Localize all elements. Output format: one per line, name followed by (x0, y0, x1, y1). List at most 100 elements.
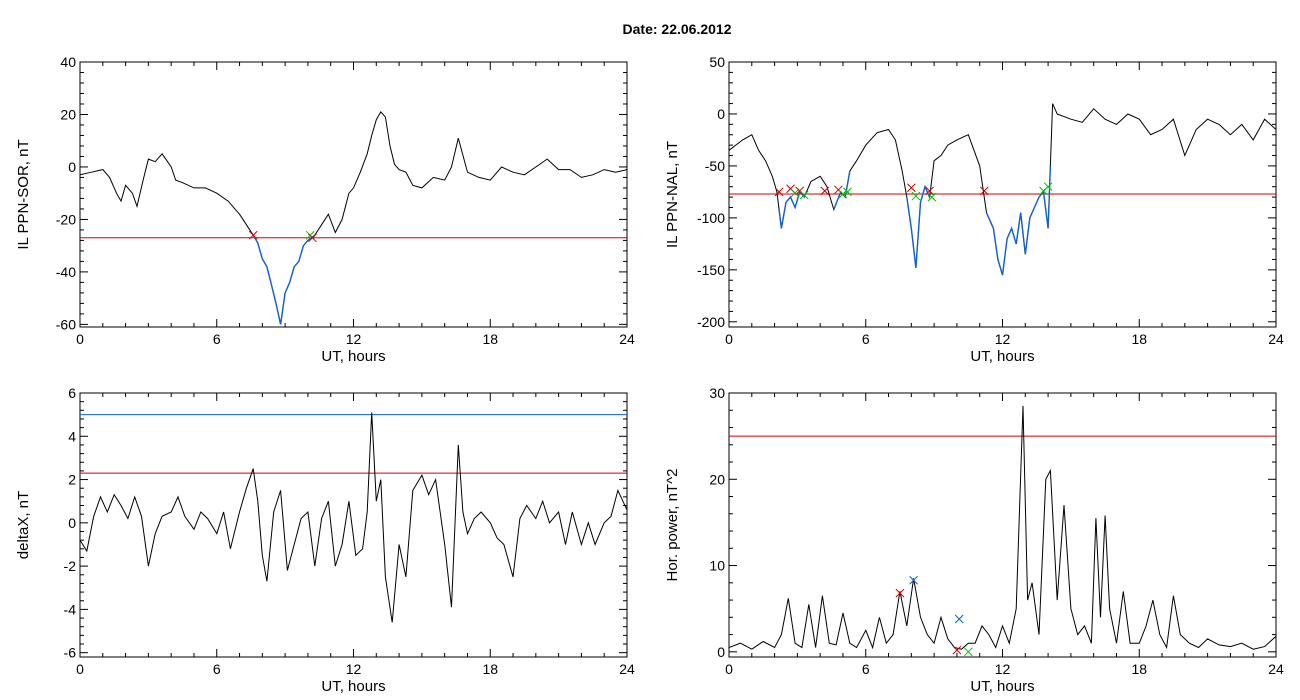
y-tick-label: 0 (717, 644, 725, 660)
cross-marker (820, 186, 830, 196)
y-tick-label: -4 (64, 601, 77, 617)
cross-marker (909, 575, 918, 585)
cross-marker (799, 190, 809, 200)
cross-marker-stroke (925, 186, 934, 196)
y-tick-label: 30 (709, 385, 725, 401)
panel-il-ppn-sor: 0 6 12 18 24 -60 -40 -20 0 20 40 UT, hours IL PPN-SO… (15, 54, 635, 365)
x-tick-label: 18 (482, 661, 498, 677)
cross-marker-stroke (843, 187, 852, 197)
x-tick-label: 6 (213, 661, 221, 677)
x-axis-label: UT, hours (970, 678, 1034, 695)
highlight-segment (985, 165, 1052, 276)
y-tick-label: 6 (68, 385, 76, 401)
cross-marker (954, 614, 964, 624)
y-tick-label: -60 (56, 316, 76, 332)
x-tick-label: 12 (346, 331, 362, 347)
series-line (729, 405, 1276, 650)
cross-marker (843, 187, 852, 197)
highlight-segment (906, 184, 931, 268)
panel-hor-power: 0 6 12 18 24 0 10 20 30 UT, hours Hor. power, nT^2 (664, 385, 1284, 695)
x-tick-label: 24 (619, 661, 635, 677)
cross-marker (790, 188, 800, 198)
y-tick-label: -20 (56, 211, 76, 227)
y-axis-label: Hor. power, nT^2 (664, 469, 681, 582)
x-tick-label: 12 (995, 331, 1011, 347)
cross-marker-stroke (952, 645, 962, 655)
y-tick-label: -40 (56, 264, 76, 280)
x-tick-label: 18 (482, 331, 498, 347)
cross-marker-stroke (790, 188, 800, 198)
x-tick-label: 0 (76, 661, 84, 677)
y-tick-label: -100 (697, 210, 725, 226)
x-tick-label: 24 (1268, 661, 1284, 677)
y-tick-label: 40 (60, 54, 76, 70)
cross-marker-stroke (906, 183, 916, 193)
cross-marker (979, 186, 989, 196)
x-axis-label: UT, hours (321, 678, 385, 695)
x-axis-label: UT, hours (321, 348, 385, 365)
x-tick-label: 12 (346, 661, 362, 677)
cross-marker (895, 588, 905, 598)
plot-frame (728, 61, 1277, 328)
y-tick-label: 2 (68, 472, 76, 488)
x-tick-label: 24 (1268, 331, 1284, 347)
y-tick-label: -2 (64, 558, 77, 574)
x-axis-label: UT, hours (970, 348, 1034, 365)
plot-frame (79, 392, 628, 658)
y-tick-label: -150 (697, 262, 725, 278)
y-tick-label: 0 (68, 159, 76, 175)
cross-marker (911, 191, 921, 201)
cross-marker (838, 189, 848, 199)
plot-frame (79, 61, 628, 328)
x-tick-label: 24 (619, 331, 635, 347)
cross-marker-stroke (963, 647, 973, 657)
cross-marker-stroke (820, 186, 830, 196)
cross-marker-stroke (834, 185, 843, 195)
y-tick-label: 0 (68, 515, 76, 531)
y-tick-label: 10 (709, 558, 725, 574)
cross-marker (925, 186, 934, 196)
y-tick-label: 50 (709, 54, 725, 70)
series-line (729, 103, 1276, 276)
x-tick-label: 0 (725, 331, 733, 347)
x-tick-label: 6 (862, 661, 870, 677)
x-tick-label: 0 (76, 331, 84, 347)
x-tick-label: 6 (862, 331, 870, 347)
cross-marker (927, 192, 937, 202)
series-line (80, 412, 627, 623)
cross-marker-stroke (774, 187, 784, 197)
cross-marker-stroke (927, 192, 937, 202)
cross-marker-stroke (954, 614, 964, 624)
cross-marker (308, 233, 317, 243)
cross-marker (774, 187, 784, 197)
cross-marker (248, 230, 258, 240)
cross-marker-stroke (909, 575, 918, 585)
x-tick-label: 6 (213, 331, 221, 347)
cross-marker (906, 183, 916, 193)
cross-marker-stroke (308, 233, 317, 243)
panel-il-ppn-nal: 0 6 12 18 24 -200 -150 -100 -50 0 50 UT, hours IL PP… (664, 54, 1284, 365)
cross-marker-stroke (786, 184, 795, 194)
y-tick-label: 0 (717, 106, 725, 122)
cross-marker-stroke (795, 186, 805, 196)
cross-marker (952, 645, 962, 655)
highlight-segment (833, 170, 851, 210)
cross-marker-stroke (895, 588, 905, 598)
cross-marker-stroke (838, 189, 848, 199)
y-tick-label: 20 (60, 106, 76, 122)
cross-marker (1043, 182, 1053, 192)
y-tick-label: 4 (68, 428, 76, 444)
y-axis-label: IL PPN-SOR, nT (15, 139, 32, 249)
cross-marker-stroke (911, 191, 921, 201)
y-tick-label: -200 (697, 314, 725, 330)
series-line (80, 111, 627, 325)
y-tick-label: -50 (705, 158, 725, 174)
y-axis-label: IL PPN-NAL, nT (664, 141, 681, 248)
cross-marker-stroke (248, 230, 258, 240)
y-tick-label: 20 (709, 471, 725, 487)
y-axis-label: deltaX, nT (15, 491, 32, 559)
cross-marker-stroke (1043, 182, 1053, 192)
x-tick-label: 18 (1131, 331, 1147, 347)
